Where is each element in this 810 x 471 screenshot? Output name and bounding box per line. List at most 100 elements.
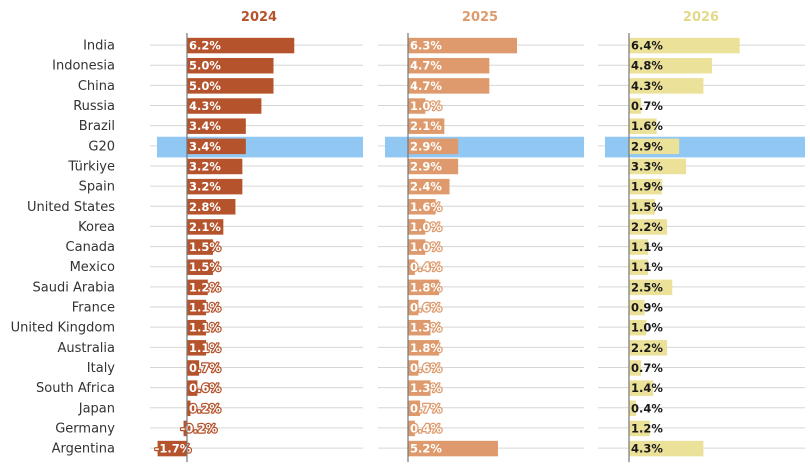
category-label: Argentina — [52, 442, 115, 457]
data-label: 1.4% — [631, 381, 663, 395]
bar — [629, 360, 642, 376]
data-label: 1.1% — [631, 240, 663, 254]
data-label: 1.8% — [410, 280, 442, 294]
data-label: 1.1% — [189, 341, 221, 355]
category-label: Australia — [57, 341, 115, 356]
data-label: 0.6% — [189, 381, 221, 395]
data-label: 2.8% — [189, 200, 221, 214]
data-label: 1.3% — [410, 381, 442, 395]
bar — [629, 400, 636, 417]
bar — [629, 279, 673, 296]
data-label: 3.3% — [631, 159, 663, 173]
data-label: 1.5% — [189, 240, 221, 254]
data-label: 6.2% — [189, 39, 221, 53]
data-label: 1.6% — [631, 119, 663, 133]
bar — [408, 420, 415, 437]
data-label: 1.5% — [189, 260, 221, 274]
category-label: Saudi Arabia — [33, 280, 116, 295]
data-label: 0.6% — [410, 301, 442, 315]
bar — [629, 259, 649, 275]
bar — [629, 340, 668, 356]
bar — [408, 98, 426, 114]
bar — [408, 279, 440, 296]
bar — [183, 420, 187, 437]
bar — [187, 319, 207, 336]
bar — [629, 319, 647, 336]
data-label: 0.2% — [189, 401, 221, 415]
data-label: 6.4% — [631, 39, 663, 53]
category-label: Canada — [66, 240, 115, 255]
data-label: 5.0% — [189, 79, 221, 93]
data-label: 2.2% — [631, 220, 663, 234]
data-label: 3.2% — [189, 159, 221, 173]
bar — [187, 98, 262, 114]
data-label: 5.0% — [189, 59, 221, 73]
bar — [629, 98, 642, 114]
bar — [187, 299, 207, 316]
bar — [629, 178, 662, 195]
bar — [629, 37, 740, 54]
category-label: India — [83, 39, 115, 54]
data-label: 0.4% — [631, 401, 663, 415]
bar — [408, 440, 498, 457]
data-label: 6.3% — [410, 39, 442, 53]
category-label: Brazil — [79, 119, 115, 134]
bar — [408, 118, 445, 134]
bar — [408, 78, 490, 94]
data-label: 4.3% — [631, 79, 663, 93]
bar — [187, 178, 243, 195]
bar — [408, 37, 517, 54]
data-label: 3.4% — [189, 139, 221, 153]
data-label: 0.7% — [631, 361, 663, 375]
data-label: 0.7% — [410, 401, 442, 415]
bar — [629, 380, 654, 396]
data-label: 2.2% — [631, 341, 663, 355]
bar — [187, 138, 246, 155]
bar — [187, 199, 236, 215]
category-label: Türkiye — [67, 159, 115, 174]
data-label: 4.3% — [631, 442, 663, 456]
category-label: Spain — [79, 180, 115, 195]
bar — [187, 118, 246, 134]
bar — [629, 199, 655, 215]
data-label: 1.9% — [631, 180, 663, 194]
bar — [629, 78, 704, 94]
bar — [408, 360, 419, 376]
data-label: -1.7% — [155, 442, 192, 456]
data-label: 1.5% — [631, 200, 663, 214]
bar — [408, 138, 459, 155]
bar — [157, 440, 187, 457]
category-label: Korea — [78, 220, 115, 235]
bar — [629, 420, 650, 437]
bar — [408, 219, 426, 235]
category-label: Mexico — [70, 260, 115, 275]
bar — [187, 360, 200, 376]
bar — [629, 138, 680, 155]
bar — [408, 380, 431, 396]
data-label: 1.2% — [189, 280, 221, 294]
category-label: G20 — [88, 139, 115, 154]
bar — [187, 279, 208, 296]
panel-title-2026: 2026 — [683, 10, 719, 25]
bar — [187, 57, 274, 74]
data-label: 1.0% — [410, 220, 442, 234]
data-label: 0.7% — [631, 99, 663, 113]
data-label: 0.4% — [410, 260, 442, 274]
bar — [408, 158, 459, 175]
data-label: 1.8% — [410, 341, 442, 355]
data-label: 1.1% — [189, 301, 221, 315]
data-label: 5.2% — [410, 442, 442, 456]
bar — [408, 178, 450, 195]
data-label: 3.4% — [189, 119, 221, 133]
bar — [187, 158, 243, 175]
data-label: 0.6% — [410, 361, 442, 375]
bar — [187, 380, 198, 396]
bar — [187, 37, 295, 54]
data-label: 1.0% — [631, 321, 663, 335]
bar — [629, 440, 704, 457]
bar — [408, 400, 421, 417]
data-label: 2.5% — [631, 280, 663, 294]
data-label: 1.0% — [410, 240, 442, 254]
data-label: 1.6% — [410, 200, 442, 214]
